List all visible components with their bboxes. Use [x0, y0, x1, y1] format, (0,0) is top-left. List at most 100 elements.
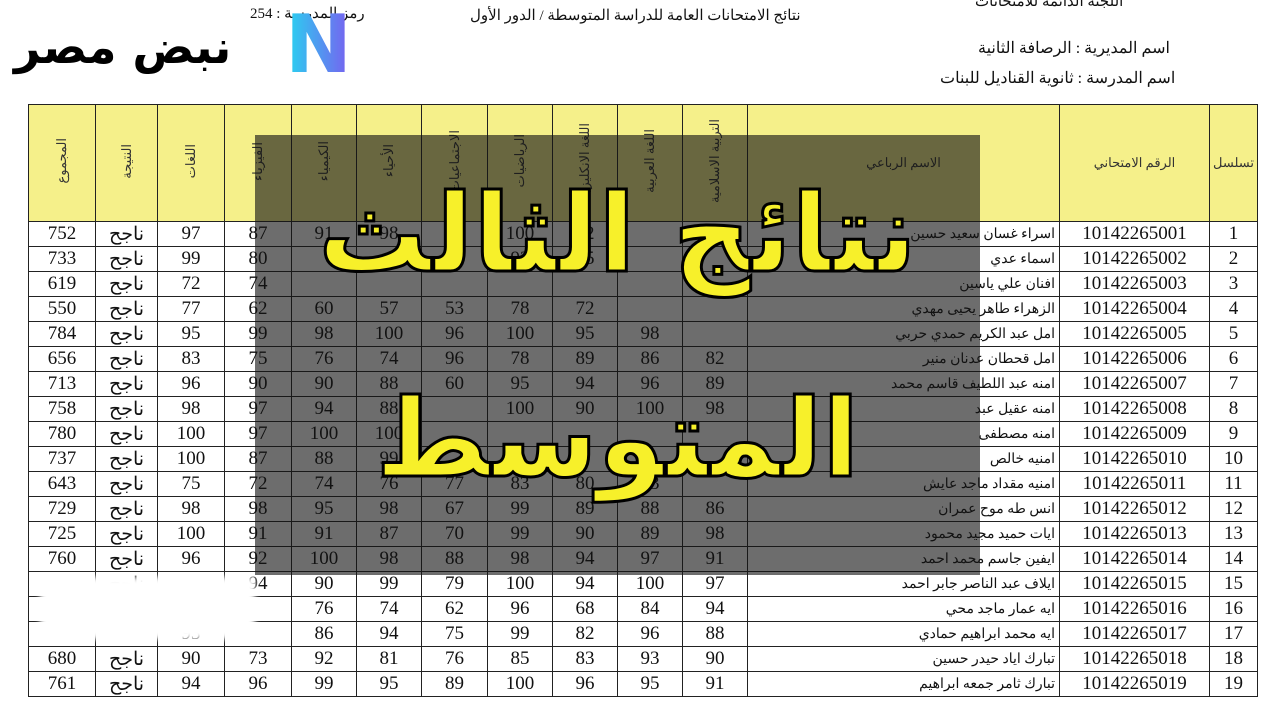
column-label: تسلسل [1213, 155, 1254, 170]
cell: ناجح [95, 346, 158, 372]
cell: ناجح [95, 446, 158, 472]
cell: 79 [421, 571, 488, 597]
cell: 10142265018 [1059, 646, 1210, 672]
cell: 88 [682, 621, 748, 647]
cell: 92 [291, 646, 357, 672]
column-label: النتيجة [118, 143, 134, 179]
cell: 10142265017 [1059, 621, 1210, 647]
cell: 84 [617, 596, 683, 622]
cell: 94 [682, 596, 748, 622]
cell: 10142265013 [1059, 521, 1210, 547]
cell: 74 [356, 596, 422, 622]
cell: 81 [356, 646, 422, 672]
cell: ناجح [95, 271, 158, 297]
cell: 10142265016 [1059, 596, 1210, 622]
overlay-line2: المتوسط [374, 376, 861, 504]
cell: 100 [157, 421, 225, 447]
cell: 82 [552, 621, 618, 647]
cell: ناجح [95, 296, 158, 322]
cell: ناجح [95, 246, 158, 272]
cell: 10142265009 [1059, 421, 1210, 447]
data-row: 19 10142265019 تبارك ثامر جمعه ابراهيم 91 95… [28, 671, 1258, 697]
cell: 98 [157, 496, 225, 522]
school-code: رمز المدرسة : 254 [250, 6, 365, 22]
cell: 2 [1209, 246, 1258, 272]
cell: 619 [28, 271, 96, 297]
cell: 5 [1209, 321, 1258, 347]
logo-mark: N [285, 0, 352, 91]
cell: ناجح [95, 421, 158, 447]
cell: 550 [28, 296, 96, 322]
cell: 99 [157, 246, 225, 272]
cell: 1 [1209, 221, 1258, 247]
cell: 93 [617, 646, 683, 672]
cell: 96 [552, 671, 618, 697]
cell: 91 [682, 671, 748, 697]
cell: 3 [1209, 271, 1258, 297]
column-header: الرقم الامتحاني [1059, 104, 1210, 222]
cell: 7 [1209, 371, 1258, 397]
cell: 95 [356, 671, 422, 697]
cell: 85 [487, 646, 553, 672]
column-header: النتيجة [95, 104, 158, 222]
cell: 15 [1209, 571, 1258, 597]
cell: 100 [487, 671, 553, 697]
cell: 77 [157, 296, 225, 322]
cell: 10142265011 [1059, 471, 1210, 497]
cell: 780 [28, 421, 96, 447]
cell: 99 [487, 621, 553, 647]
cell: 10142265014 [1059, 546, 1210, 572]
cell: 100 [617, 571, 683, 597]
committee: اللجنة الدائمة للامتحانات [975, 0, 1124, 10]
cell: 72 [157, 271, 225, 297]
cell: تبارك اياد حيدر حسين [747, 646, 1060, 672]
cell: 14 [1209, 546, 1258, 572]
cell: 13 [1209, 521, 1258, 547]
cell: ناجح [95, 546, 158, 572]
cell: 95 [617, 671, 683, 697]
cell: ناجح [95, 321, 158, 347]
cell: 10142265007 [1059, 371, 1210, 397]
cell: ناجح [95, 371, 158, 397]
cell: 94 [552, 571, 618, 597]
cell: ناجح [95, 521, 158, 547]
column-header: تسلسل [1209, 104, 1258, 222]
cell: 98 [157, 396, 225, 422]
cell: 10142265002 [1059, 246, 1210, 272]
cell: 18 [1209, 646, 1258, 672]
column-header: اللغات [157, 104, 225, 222]
cell: 784 [28, 321, 96, 347]
cell: 761 [28, 671, 96, 697]
cell: 96 [487, 596, 553, 622]
cell: 10 [1209, 446, 1258, 472]
cell: 10142265004 [1059, 296, 1210, 322]
cell: 713 [28, 371, 96, 397]
cell: 6 [1209, 346, 1258, 372]
cell: ناجح [95, 646, 158, 672]
cell: 733 [28, 246, 96, 272]
cell: 76 [291, 596, 357, 622]
cell: تبارك ثامر جمعه ابراهيم [747, 671, 1060, 697]
cell: 760 [28, 546, 96, 572]
cell: 10142265008 [1059, 396, 1210, 422]
cell: 95 [157, 321, 225, 347]
school: اسم المدرسة : ثانوية القناديل للبنات [940, 70, 1176, 87]
data-row: 18 10142265018 تبارك اياد حيدر حسين 90 93 83 8… [28, 646, 1258, 672]
cell: 752 [28, 221, 96, 247]
cell: 4 [1209, 296, 1258, 322]
cell: 90 [157, 646, 225, 672]
cell: 75 [421, 621, 488, 647]
cell: 68 [552, 596, 618, 622]
cell: 12 [1209, 496, 1258, 522]
cell: ايلاف عبد الناصر جابر احمد [747, 571, 1060, 597]
cell: ناجح [95, 671, 158, 697]
column-label: الرقم الامتحاني [1093, 155, 1176, 170]
cell: ناجح [95, 396, 158, 422]
cell: 96 [157, 546, 225, 572]
cell: 96 [617, 621, 683, 647]
cell: 94 [157, 671, 225, 697]
cell: 100 [157, 446, 225, 472]
cell: 75 [157, 471, 225, 497]
cell: 10142265019 [1059, 671, 1210, 697]
